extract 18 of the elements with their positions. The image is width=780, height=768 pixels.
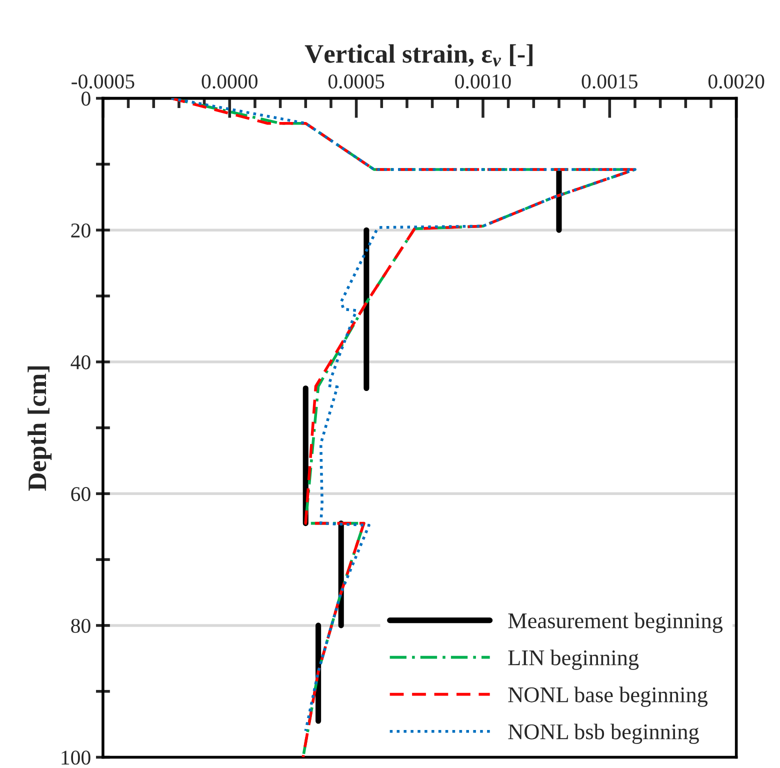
legend-label: Measurement beginning — [508, 612, 723, 633]
legend-label: NONL bsb beginning — [508, 724, 699, 744]
y-tick-label: 40 — [70, 355, 90, 370]
x-tick-label: 0.0005 — [328, 74, 384, 89]
x-tick-label: 0.0010 — [455, 74, 511, 89]
legend-label: LIN beginning — [508, 650, 639, 670]
x-tick-label: 0.0015 — [582, 74, 638, 89]
x-tick-label: 0.0020 — [708, 74, 764, 89]
legend-label: NONL base beginning — [508, 686, 708, 707]
x-axis-title: Vertical strain, ε$_{v}$ [-] — [304, 44, 532, 67]
y-tick-label: 80 — [71, 618, 90, 633]
x-tick-label: 0.0000 — [202, 74, 258, 89]
x-tick-label: -0.0005 — [72, 74, 134, 89]
y-tick-label: 100 — [62, 750, 90, 765]
y-tick-label: 60 — [71, 487, 90, 502]
y-tick-label: 0 — [82, 92, 90, 106]
y-axis-title: Depth [cm] — [28, 366, 52, 491]
y-tick-label: 20 — [71, 223, 90, 238]
